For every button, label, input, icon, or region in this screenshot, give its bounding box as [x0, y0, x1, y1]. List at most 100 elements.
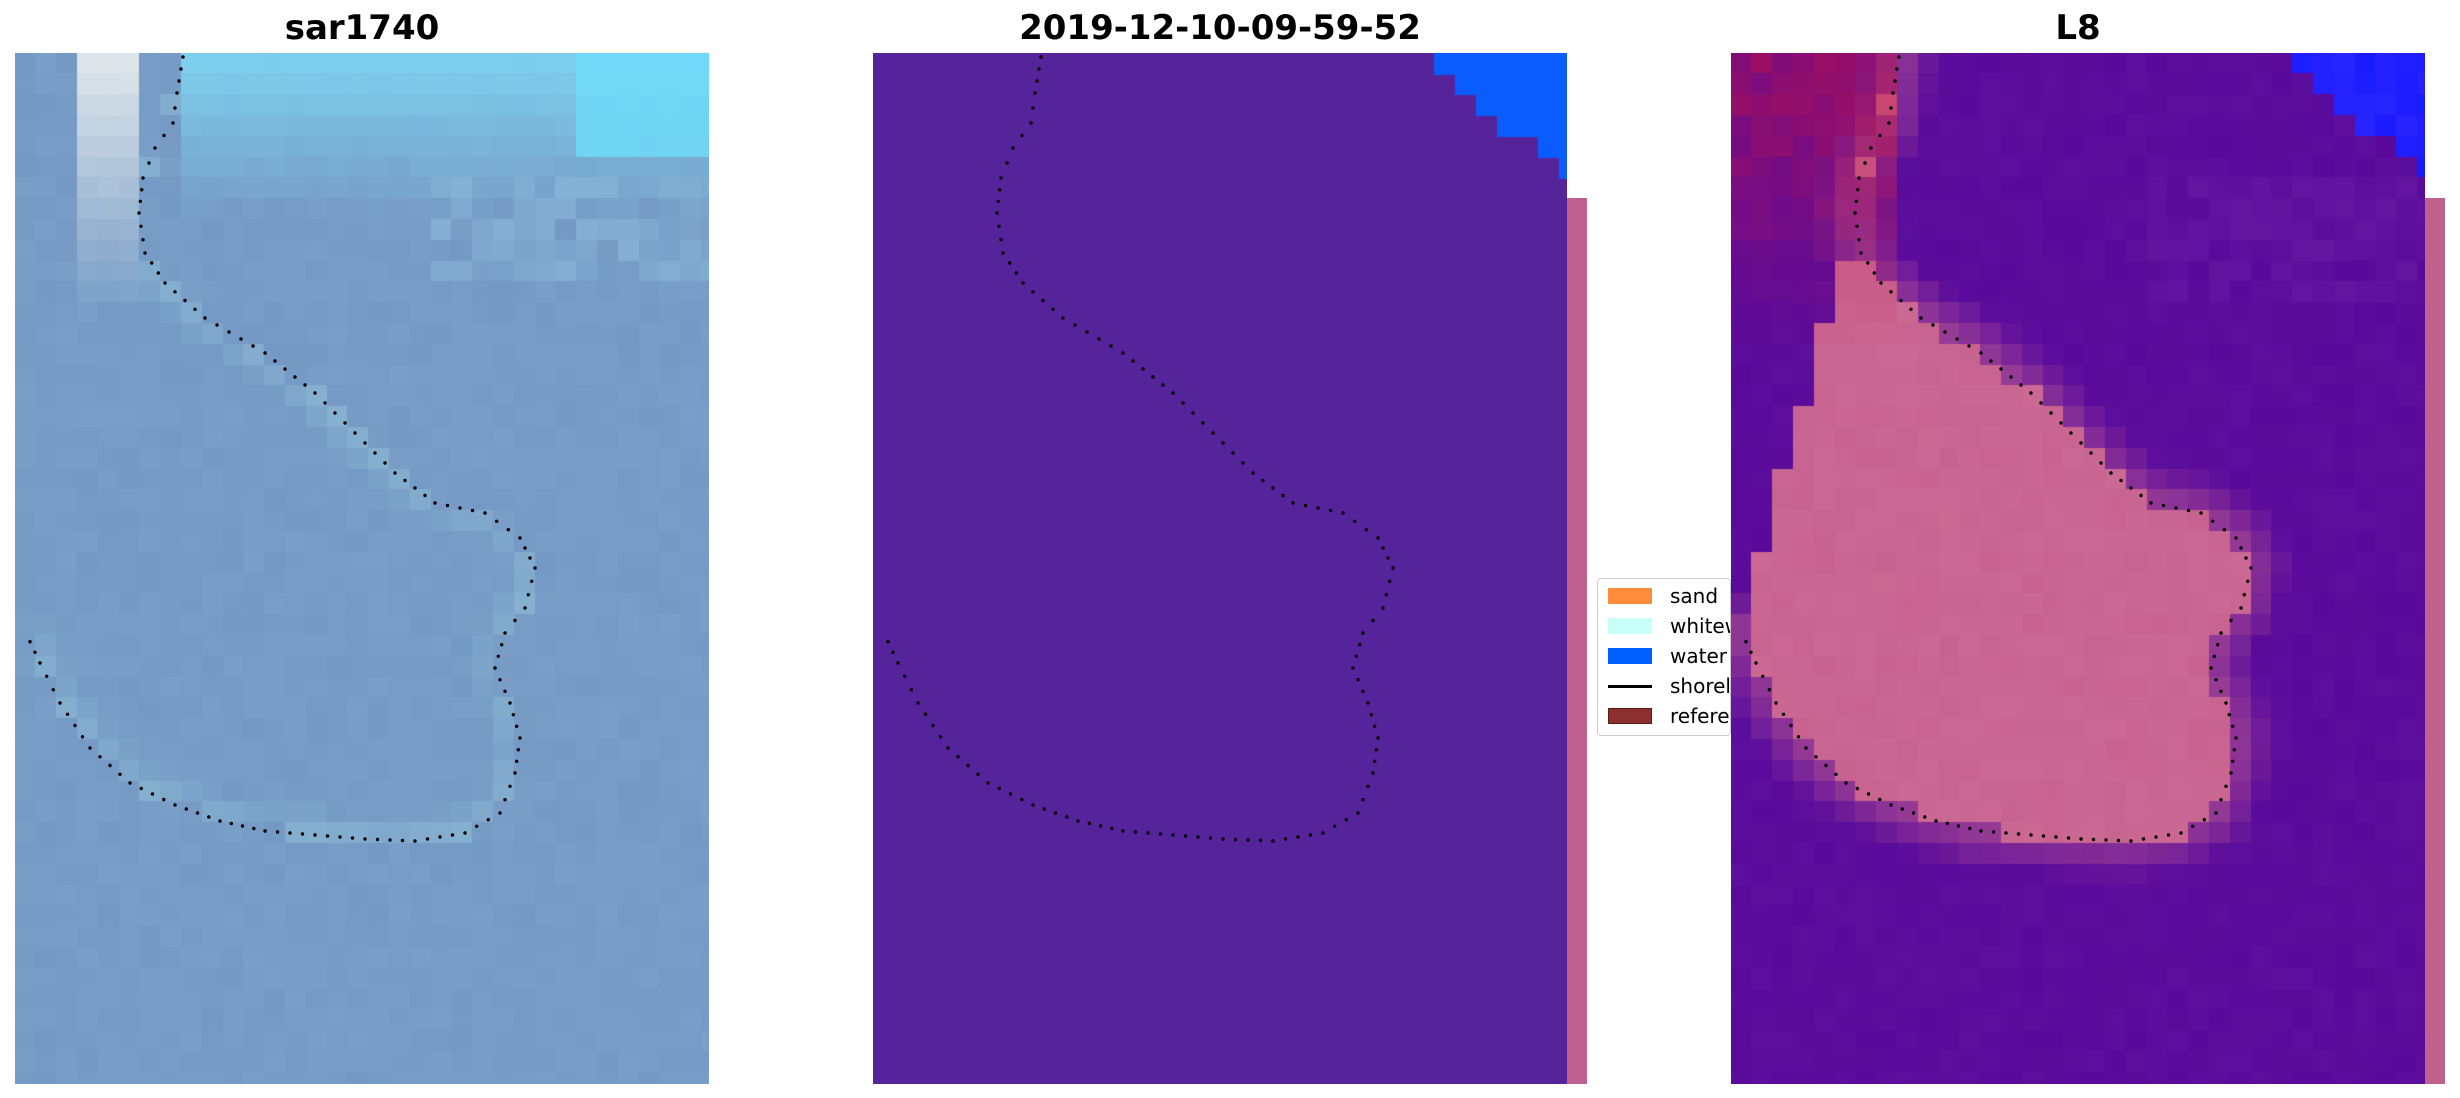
classified-image-panel [873, 53, 1567, 1084]
shoreline-point [343, 421, 347, 425]
shoreline-point [98, 755, 102, 759]
shoreline-point [1376, 536, 1380, 540]
shoreline-point [1031, 803, 1035, 807]
shoreline-point [181, 55, 185, 59]
shoreline-point [1053, 811, 1058, 815]
shoreline-point [2227, 713, 2231, 717]
shoreline-point [1344, 818, 1348, 822]
shoreline-point [141, 176, 145, 180]
shoreline-point [938, 735, 943, 739]
shoreline-point [1201, 421, 1205, 425]
shoreline-point [498, 811, 502, 815]
shoreline-point [350, 836, 355, 840]
shoreline-point [1316, 506, 1320, 510]
shoreline-point [147, 161, 151, 165]
shoreline-point [483, 511, 487, 515]
shoreline-point [1258, 838, 1263, 843]
shoreline-point [28, 640, 32, 644]
shoreline-point [1076, 819, 1080, 823]
shoreline-point [1749, 650, 1753, 654]
shoreline-point [283, 367, 287, 371]
shoreline-point [966, 763, 970, 768]
shoreline-point [175, 91, 179, 95]
shoreline-point [1341, 511, 1345, 515]
shoreline-point [2166, 833, 2171, 837]
shoreline-point [65, 712, 70, 716]
shoreline-point [2242, 593, 2246, 597]
shoreline-point [425, 837, 430, 841]
shoreline-point [1866, 792, 1871, 796]
shoreline-point [986, 781, 990, 785]
shoreline-point [1008, 261, 1012, 265]
shoreline-point [1979, 351, 1983, 355]
shoreline-point [2199, 511, 2203, 515]
shoreline-point [163, 281, 167, 285]
shoreline-point [293, 375, 297, 379]
shoreline-point [1897, 55, 1901, 59]
shoreline-point [1033, 91, 1037, 95]
shoreline-point [2232, 748, 2236, 752]
shoreline-point [909, 688, 913, 692]
shoreline-point [1061, 316, 1065, 320]
shoreline-point [140, 188, 144, 192]
shoreline-point [1358, 643, 1362, 647]
shoreline-point [2219, 798, 2223, 802]
mndwi-image-panel [1731, 53, 2425, 1084]
shoreline-point [2139, 493, 2143, 498]
shoreline-point [2224, 784, 2228, 788]
shoreline-point [1121, 829, 1125, 833]
shoreline-point [33, 650, 37, 654]
shoreline-point [1085, 330, 1089, 334]
shoreline-point [1041, 298, 1045, 303]
shoreline-point [515, 759, 519, 763]
legend-label-water: water [1670, 644, 1727, 668]
shoreline-point [1834, 772, 1838, 776]
shoreline-point [313, 391, 317, 395]
shoreline-point [1005, 161, 1009, 165]
shoreline-point [1889, 803, 1893, 807]
shoreline-point [137, 211, 141, 215]
shoreline-point [2004, 831, 2008, 835]
shoreline-point [1761, 674, 1765, 678]
shoreline-point [486, 818, 490, 822]
panel-title-classified: 2019-12-10-09-59-52 [1019, 8, 1421, 48]
shoreline-point [1967, 344, 1971, 348]
shoreline-point [1956, 824, 1961, 828]
shoreline-point [1878, 133, 1882, 138]
shoreline-point [80, 735, 85, 739]
shoreline-point [896, 661, 900, 665]
shoreline-point [1923, 815, 1927, 819]
shoreline-point [1872, 271, 1876, 275]
shoreline-point [2234, 536, 2238, 540]
shoreline-point [2191, 824, 2195, 828]
shoreline-point [2066, 836, 2071, 840]
shoreline-point [2239, 606, 2243, 610]
shoreline-point [433, 501, 437, 505]
shoreline-point [1283, 837, 1288, 841]
shoreline-point [1371, 618, 1375, 623]
shoreline-point [143, 251, 147, 255]
shoreline-point [1037, 67, 1041, 71]
shoreline-point [1087, 821, 1091, 826]
shoreline-point [1934, 819, 1938, 823]
shoreline-point [496, 654, 500, 658]
shoreline-point [1183, 834, 1188, 838]
shoreline-point [1945, 821, 1949, 826]
shoreline-point [2029, 833, 2033, 837]
shoreline-point [1042, 807, 1046, 811]
shoreline-point [1754, 661, 1758, 665]
shoreline-point [2239, 546, 2243, 550]
shoreline-point [475, 824, 479, 828]
shoreline-point [1857, 238, 1861, 242]
shoreline-point [2231, 759, 2235, 763]
shoreline-point [1233, 837, 1238, 842]
shoreline-point [2211, 519, 2215, 523]
legend-label-reference: reference [1670, 704, 1730, 728]
shoreline-point [2079, 441, 2083, 445]
legend-swatch-reference [1608, 708, 1652, 724]
shoreline-point [1146, 831, 1150, 835]
shoreline-point [503, 631, 507, 635]
shoreline-point [1303, 503, 1308, 508]
shoreline-point [173, 803, 177, 807]
